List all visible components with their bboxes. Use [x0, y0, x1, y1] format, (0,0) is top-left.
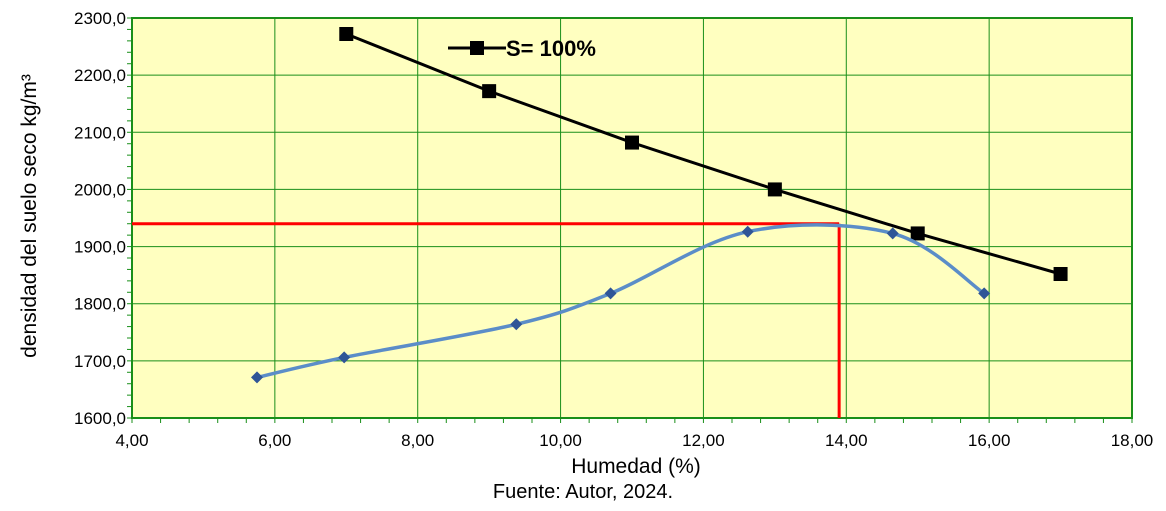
- x-tick-label: 16,00: [968, 431, 1011, 450]
- saturation-point: [767, 182, 782, 197]
- saturation-point: [1053, 267, 1068, 281]
- compaction-point: [604, 287, 617, 300]
- x-tick-label: 4,00: [115, 431, 148, 450]
- legend: S= 100%: [448, 36, 596, 61]
- compaction-point: [741, 225, 754, 238]
- y-tick-label: 2300,0: [74, 9, 126, 28]
- x-tick-label: 8,00: [401, 431, 434, 450]
- x-tick-label: 10,00: [539, 431, 582, 450]
- grid: [131, 17, 1133, 419]
- saturation-point: [482, 84, 497, 99]
- x-tick-label: 14,00: [825, 431, 868, 450]
- legend-label: S= 100%: [506, 36, 596, 61]
- compaction-point: [886, 227, 899, 240]
- y-tick-label: 2200,0: [74, 66, 126, 85]
- y-tick-labels: 1600,0 1700,0 1800,0 1900,0 2000,0 2100,0 2200…: [74, 9, 126, 428]
- y-tick-label: 1600,0: [74, 409, 126, 428]
- minor-ticks: [127, 17, 1133, 423]
- y-tick-label: 2000,0: [74, 180, 126, 199]
- saturation-point: [625, 135, 639, 150]
- legend-marker: [470, 41, 484, 55]
- compaction-point: [338, 351, 351, 364]
- saturation-point: [910, 226, 925, 241]
- optimum-lines: [132, 222, 841, 418]
- y-tick-label: 1700,0: [74, 352, 126, 371]
- compaction-point: [978, 287, 991, 300]
- x-tick-labels: 4,00 6,00 8,00 10,00 12,00 14,00 16,00 18,00: [115, 431, 1153, 450]
- x-tick-label: 12,00: [682, 431, 725, 450]
- y-tick-label: 1800,0: [74, 295, 126, 314]
- compaction-point: [510, 318, 523, 331]
- figure-caption: Fuente: Autor, 2024.: [492, 481, 674, 503]
- y-tick-label: 2100,0: [74, 123, 126, 142]
- x-tick-label: 18,00: [1111, 431, 1154, 450]
- plot-border: [131, 17, 1133, 419]
- x-axis-title: Humedad (%): [571, 455, 701, 478]
- series-group: [251, 27, 1068, 384]
- x-tick-label: 6,00: [258, 431, 291, 450]
- plot-area: [132, 18, 1132, 418]
- compaction-chart: 1600,0 1700,0 1800,0 1900,0 2000,0 2100,0 2200…: [18, 9, 1153, 478]
- y-axis-title: densidad del suelo seco kg/m³: [18, 74, 41, 358]
- y-tick-label: 1900,0: [74, 238, 126, 257]
- saturation-line: [345, 32, 1061, 276]
- compaction-point: [251, 371, 263, 384]
- saturation-point: [339, 27, 354, 41]
